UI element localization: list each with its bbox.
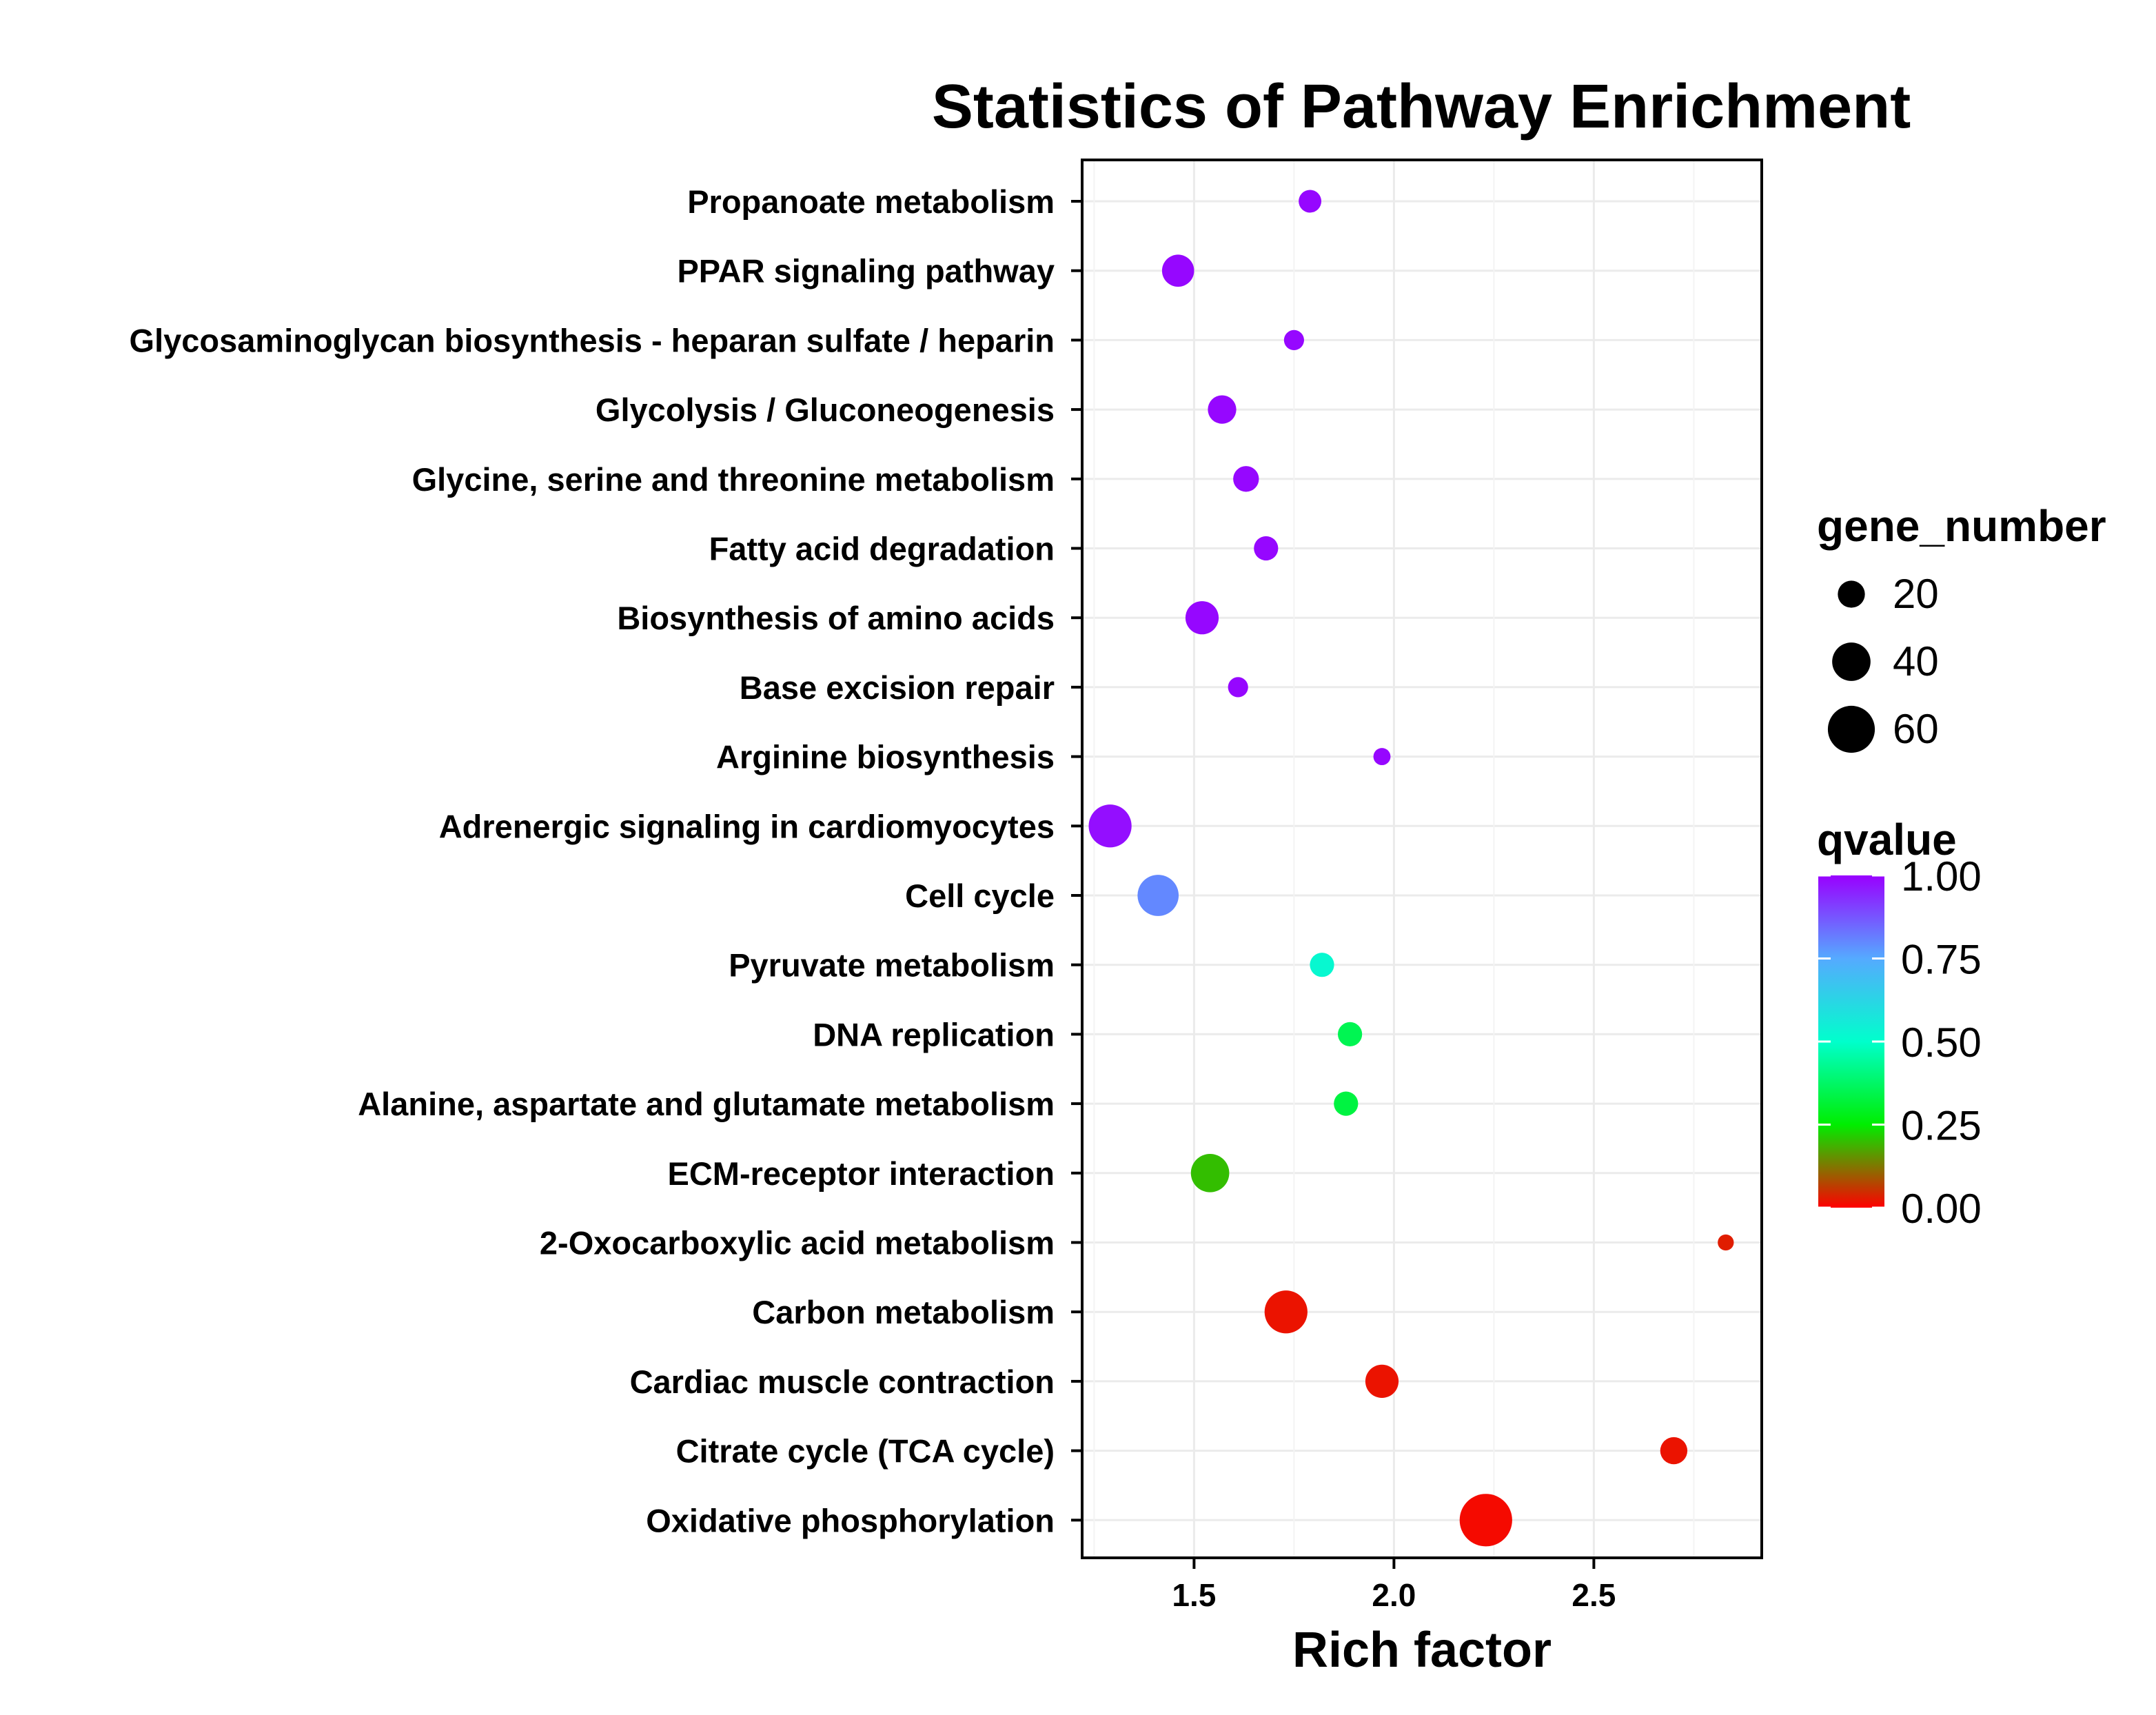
y-tick-label: Fatty acid degradation [709, 531, 1055, 567]
y-tick-label: Alanine, aspartate and glutamate metabol… [358, 1086, 1055, 1122]
y-tick-label: Propanoate metabolism [687, 183, 1055, 220]
y-tick-label: Arginine biosynthesis [716, 739, 1055, 775]
data-point [1718, 1234, 1734, 1251]
y-tick-label: DNA replication [813, 1016, 1055, 1053]
size-legend-title: gene_number [1817, 501, 2106, 551]
x-tick-label: 2.0 [1372, 1577, 1416, 1613]
y-tick-label: Glycine, serine and threonine metabolism [412, 461, 1055, 498]
size-legend-symbol [1832, 642, 1871, 681]
y-tick-label: Biosynthesis of amino acids [617, 600, 1055, 636]
data-point [1185, 601, 1219, 635]
y-tick-label: 2-Oxocarboxylic acid metabolism [540, 1225, 1055, 1261]
color-legend-title: qvalue [1817, 815, 1957, 864]
x-axis-title: Rich factor [1292, 1623, 1552, 1678]
data-point [1254, 536, 1279, 561]
x-tick-label: 2.5 [1572, 1577, 1616, 1613]
size-legend-label: 40 [1893, 638, 1939, 684]
y-tick-label: Cardiac muscle contraction [630, 1363, 1055, 1400]
data-point [1264, 1290, 1308, 1334]
data-point [1283, 329, 1304, 350]
y-tick-label: Pyruvate metabolism [729, 947, 1055, 984]
chart-title: Statistics of Pathway Enrichment [932, 72, 1911, 141]
data-point [1233, 466, 1259, 492]
data-point [1208, 395, 1237, 424]
y-tick-label: Base excision repair [740, 669, 1055, 706]
data-point [1137, 875, 1179, 916]
colorbar-tick-label: 0.50 [1901, 1019, 1982, 1066]
data-point [1310, 953, 1334, 977]
data-point [1365, 1364, 1399, 1398]
data-point [1334, 1091, 1359, 1116]
x-tick-label: 1.5 [1172, 1577, 1216, 1613]
size-legend: gene_number 20 40 60 [1817, 501, 2106, 753]
y-tick-label: PPAR signaling pathway [677, 253, 1055, 290]
y-tick-label: Adrenergic signaling in cardiomyocytes [439, 808, 1055, 844]
size-legend-label: 20 [1893, 571, 1939, 617]
data-point [1338, 1022, 1363, 1046]
y-tick-label: Glycosaminoglycan biosynthesis - heparan… [130, 322, 1055, 358]
y-tick-label: Citrate cycle (TCA cycle) [676, 1433, 1055, 1470]
y-axis: Propanoate metabolism PPAR signaling path… [130, 183, 1082, 1539]
color-legend: qvalue 1.00 0.75 0.50 0.25 0.00 [1817, 815, 1982, 1232]
size-legend-label: 60 [1893, 706, 1939, 752]
x-axis: 1.5 2.0 2.5 [1172, 1558, 1616, 1613]
points-layer [1088, 190, 1734, 1547]
size-legend-symbol [1827, 705, 1875, 753]
data-point [1228, 677, 1248, 698]
data-point [1299, 190, 1322, 213]
data-point [1373, 748, 1391, 766]
data-point [1660, 1437, 1688, 1465]
colorbar-tick-label: 1.00 [1901, 853, 1982, 900]
y-tick-label: Glycolysis / Gluconeogenesis [596, 392, 1055, 428]
size-legend-symbol [1838, 580, 1865, 608]
plot-panel-border [1081, 159, 1763, 1559]
y-tick-label: Oxidative phosphorylation [646, 1502, 1055, 1539]
colorbar-tick-label: 0.25 [1901, 1103, 1982, 1149]
colorbar-tick-label: 0.00 [1901, 1186, 1982, 1232]
y-tick-label: ECM-receptor interaction [668, 1155, 1055, 1192]
y-tick-label: Carbon metabolism [752, 1294, 1055, 1330]
data-point [1190, 1153, 1230, 1193]
colorbar-tick-label: 0.75 [1901, 937, 1982, 983]
data-point [1088, 804, 1132, 848]
grid-layer [1082, 160, 1762, 1558]
data-point [1459, 1494, 1512, 1547]
y-tick-label: Cell cycle [905, 877, 1055, 914]
data-point [1161, 254, 1194, 287]
size-legend-entries: 20 40 60 [1827, 571, 1939, 753]
color-legend-ticks: 1.00 0.75 0.50 0.25 0.00 [1818, 853, 1982, 1232]
